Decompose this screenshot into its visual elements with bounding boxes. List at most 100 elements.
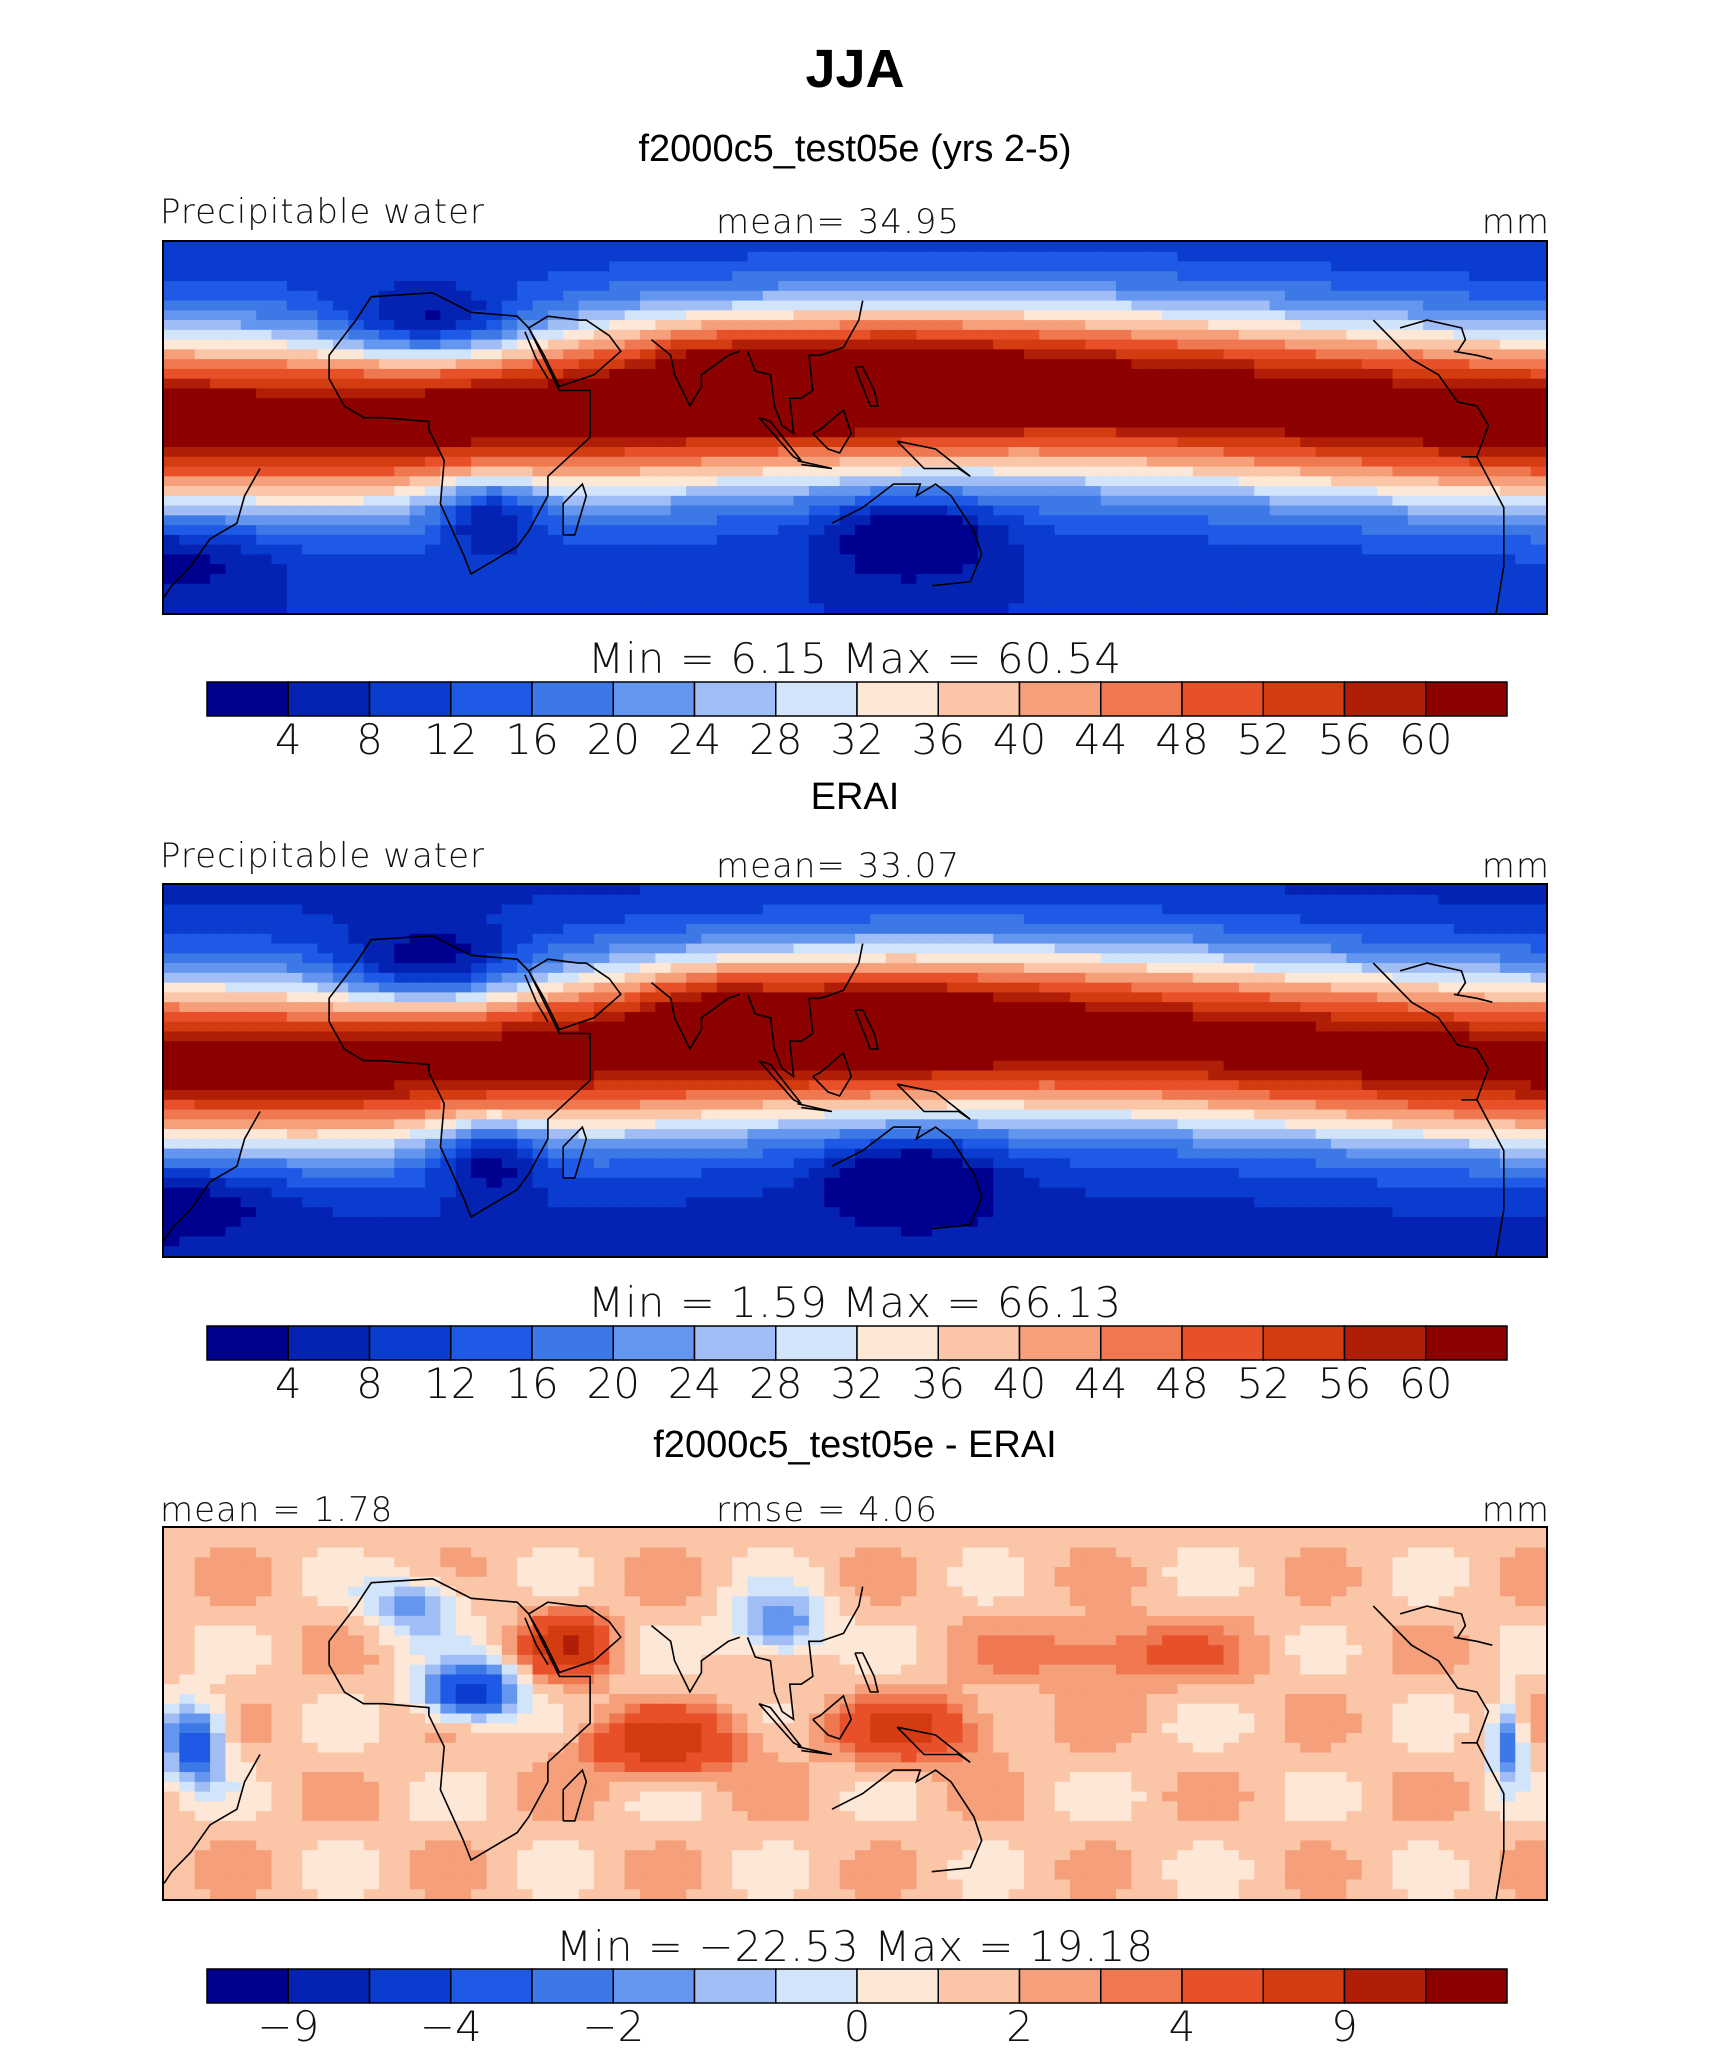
coastline xyxy=(758,1059,802,1105)
colorbar-swatch xyxy=(206,1968,289,2004)
colorbar-swatch xyxy=(450,1968,533,2004)
colorbar-tick-label: 8 xyxy=(356,1359,383,1408)
colorbar-swatch xyxy=(856,1968,939,2004)
coastline xyxy=(528,958,622,1031)
colorbar-tick-label: 52 xyxy=(1237,715,1290,764)
colorbar-tick-label: 16 xyxy=(505,715,558,764)
colorbar-tick-label: 60 xyxy=(1399,715,1452,764)
panel-1-units-label: mm xyxy=(1481,202,1550,242)
colorbar-swatch xyxy=(206,1325,289,1361)
panel-3-map xyxy=(162,1526,1548,1901)
colorbar-swatch xyxy=(1018,1325,1102,1361)
coastline xyxy=(650,1624,741,1694)
panel-2-units-label: mm xyxy=(1481,846,1550,886)
colorbar-swatch xyxy=(1262,1968,1346,2004)
colorbar-tick-label: 24 xyxy=(668,715,721,764)
colorbar-swatch xyxy=(693,681,777,717)
coastline xyxy=(1372,962,1490,1101)
colorbar-tick-label: 0 xyxy=(844,2002,871,2047)
coastline xyxy=(746,943,864,1079)
coastline xyxy=(524,974,549,1023)
colorbar-swatch xyxy=(1262,1325,1346,1361)
colorbar-tick-label: 52 xyxy=(1237,1359,1290,1408)
coastline xyxy=(524,1617,549,1666)
coastline xyxy=(528,1601,622,1674)
colorbar-tick-label: 40 xyxy=(993,715,1046,764)
panel-3-mean-label: mean = 1.78 xyxy=(160,1490,394,1530)
panel-1-title: f2000c5_test05e (yrs 2-5) xyxy=(638,128,1072,170)
colorbar-swatch xyxy=(206,681,289,717)
coastline xyxy=(854,1652,880,1693)
colorbar-swatch xyxy=(1100,1968,1183,2004)
coastline xyxy=(896,440,971,477)
colorbar-tick-label: 12 xyxy=(424,715,477,764)
panel-3-rmse-label: rmse = 4.06 xyxy=(716,1490,938,1530)
colorbar-swatch xyxy=(693,1325,777,1361)
panel-2-colorbar: 4 8 12 16 20 24 28 32 36 40 44 48 52 56 60 xyxy=(206,1325,1508,1408)
colorbar-swatch xyxy=(1100,1325,1183,1361)
colorbar-swatch xyxy=(531,681,614,717)
colorbar-tick-label: 16 xyxy=(505,1359,558,1408)
coastlines xyxy=(164,1577,1505,1899)
coastline xyxy=(758,416,802,462)
colorbar-tick-label: 32 xyxy=(830,1359,883,1408)
colorbar-swatch xyxy=(531,1968,614,2004)
colorbar-swatch xyxy=(1343,1325,1427,1361)
colorbar-tick-label: −9 xyxy=(257,2002,319,2047)
coastline xyxy=(562,1768,588,1822)
coastline xyxy=(854,1009,880,1050)
coastline xyxy=(328,934,591,1219)
colorbar-swatch xyxy=(775,1968,858,2004)
colorbar-tick-label: 28 xyxy=(749,715,802,764)
colorbar-tick-label: 56 xyxy=(1318,1359,1371,1408)
panel-2-map xyxy=(162,883,1548,1258)
panel-2-mean-label: mean= 33.07 xyxy=(716,846,961,886)
colorbar-tick-label: 48 xyxy=(1155,1359,1208,1408)
colorbar-tick-label: 4 xyxy=(1169,2002,1196,2047)
coastlines xyxy=(164,934,1505,1256)
coastline xyxy=(1476,1099,1505,1256)
colorbar-tick-label: 32 xyxy=(830,715,883,764)
coastline xyxy=(650,981,741,1051)
coastline xyxy=(1399,962,1467,995)
colorbar-swatch xyxy=(1018,681,1102,717)
colorbar-tick-label: 28 xyxy=(749,1359,802,1408)
coastline xyxy=(562,482,588,536)
colorbar-swatch xyxy=(1425,1325,1508,1361)
coastline xyxy=(1476,456,1505,613)
coastline xyxy=(650,338,741,408)
colorbar-tick-label: 4 xyxy=(275,715,302,764)
coastline xyxy=(758,1702,802,1748)
coastline xyxy=(164,1111,261,1241)
panel-1-mean-label: mean= 34.95 xyxy=(716,202,961,242)
colorbar-swatch xyxy=(531,1325,614,1361)
coastline xyxy=(812,408,853,454)
coastline xyxy=(797,1745,833,1756)
colorbar-tick-label: 48 xyxy=(1155,715,1208,764)
colorbar-swatch xyxy=(450,1325,533,1361)
coastline xyxy=(896,1083,971,1120)
colorbar-tick-label: 56 xyxy=(1318,715,1371,764)
colorbar-swatch xyxy=(612,1325,696,1361)
coastline xyxy=(746,1586,864,1722)
colorbar-swatch xyxy=(1425,1968,1508,2004)
colorbar-swatch xyxy=(1018,1968,1102,2004)
colorbar-tick-label: 60 xyxy=(1399,1359,1452,1408)
panel-1-colorbar: 4 8 12 16 20 24 28 32 36 40 44 48 52 56 60 xyxy=(206,681,1508,764)
colorbar-tick-label: 20 xyxy=(587,715,640,764)
coastline xyxy=(1372,319,1490,458)
colorbar-tick-label: 2 xyxy=(1006,2002,1033,2047)
coastline xyxy=(797,459,833,470)
panel-1-minmax: Min = 6.15 Max = 60.54 xyxy=(587,634,1123,683)
shaded-field xyxy=(164,1528,1546,1899)
coastline xyxy=(831,1769,983,1873)
colorbar-tick-label: 36 xyxy=(912,1359,965,1408)
colorbar-swatch xyxy=(775,681,858,717)
colorbar-swatch xyxy=(693,1968,777,2004)
panel-2-variable-label: Precipitable water xyxy=(160,836,486,876)
coastline xyxy=(854,366,880,407)
colorbar-swatch xyxy=(1343,681,1427,717)
coastline xyxy=(1476,1742,1505,1899)
colorbar-swatch xyxy=(1181,1325,1264,1361)
colorbar-tick-label: 12 xyxy=(424,1359,477,1408)
